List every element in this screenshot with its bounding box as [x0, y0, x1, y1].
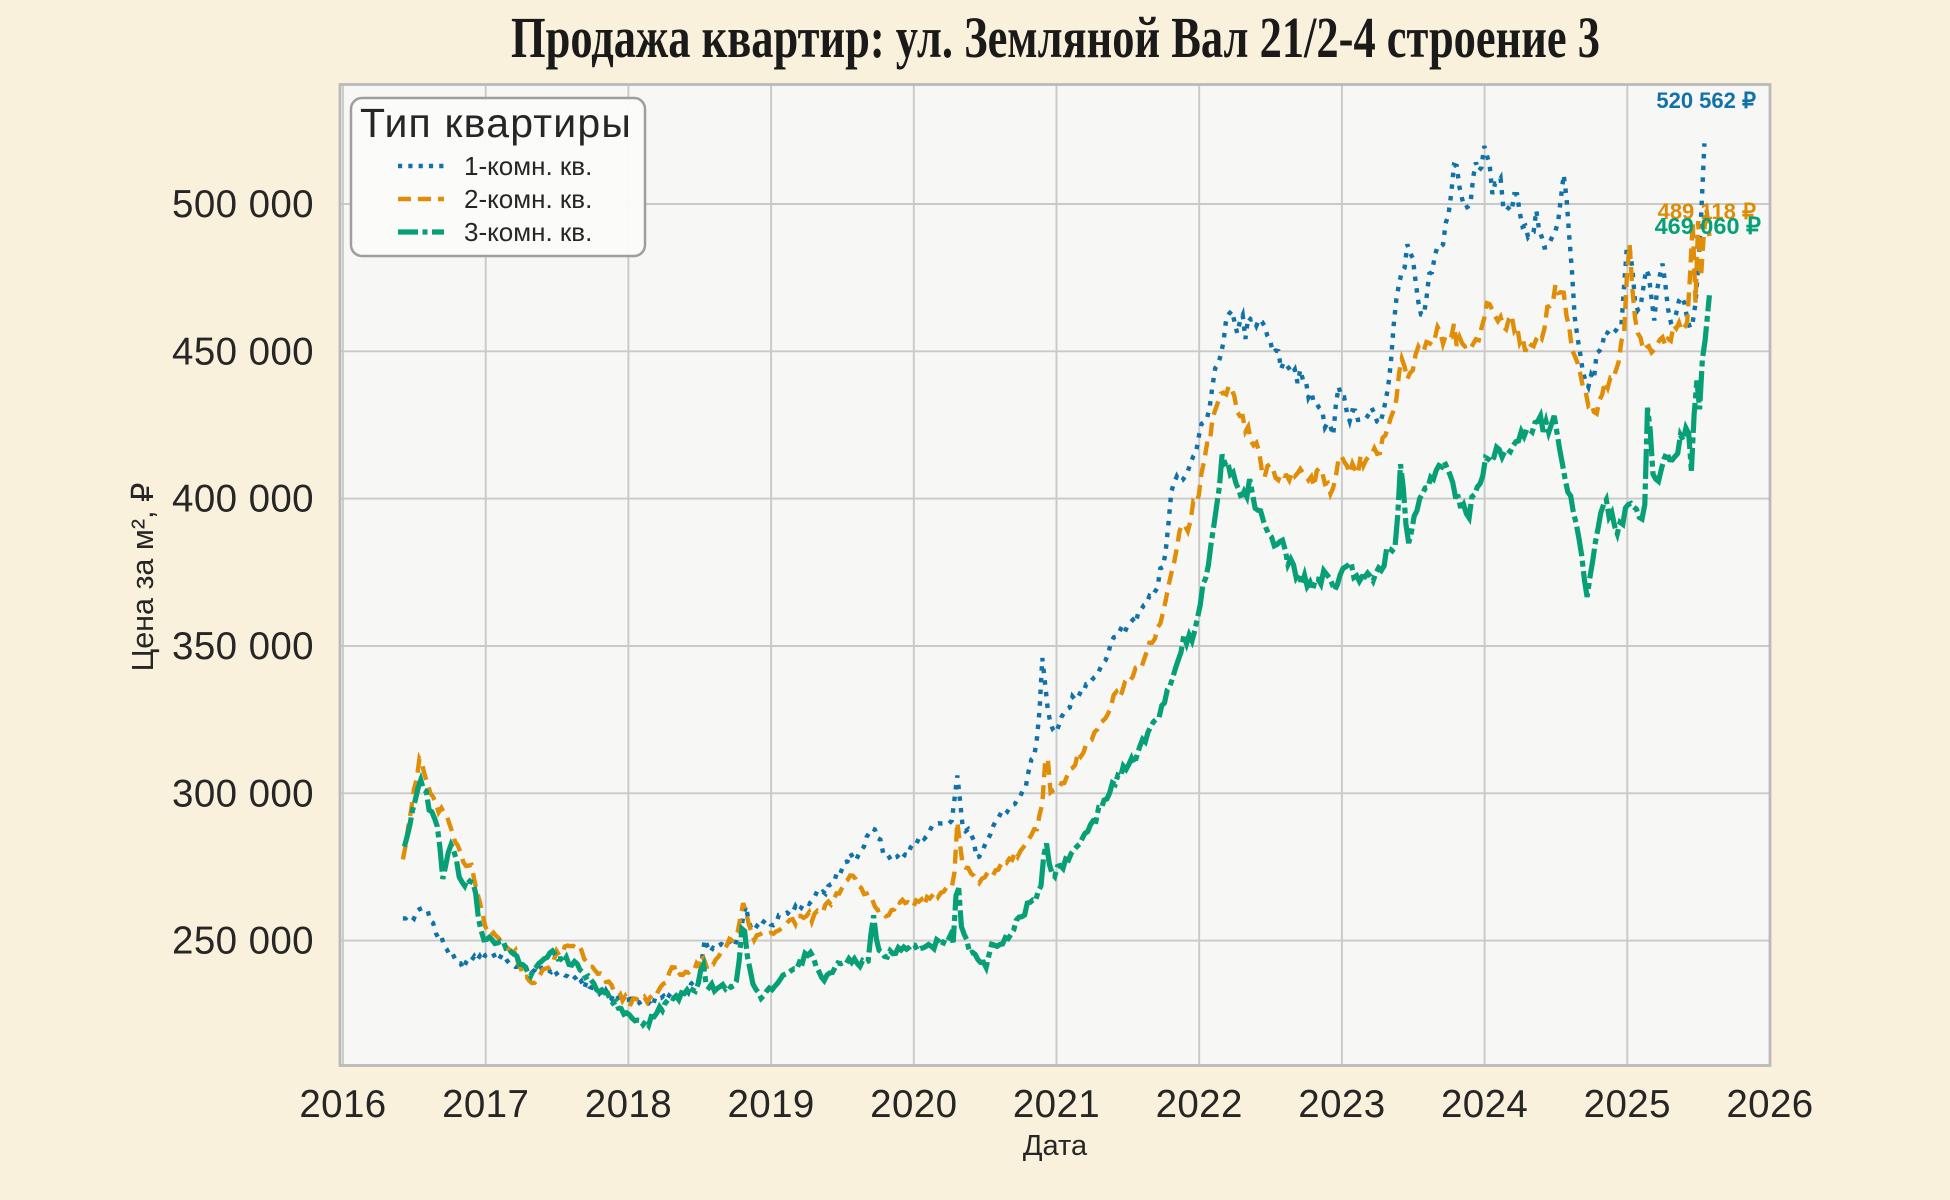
svg-text:2025: 2025: [1584, 1083, 1671, 1126]
svg-text:Продажа квартир: ул. Земляной: Продажа квартир: ул. Земляной Вал 21/2-4…: [511, 5, 1600, 70]
svg-text:500 000: 500 000: [172, 183, 314, 226]
svg-text:Цена за м², ₽: Цена за м², ₽: [126, 483, 160, 672]
svg-text:520 562 ₽: 520 562 ₽: [1656, 88, 1756, 113]
svg-text:2024: 2024: [1441, 1083, 1528, 1126]
svg-text:Тип квартиры: Тип квартиры: [360, 100, 632, 146]
svg-text:350 000: 350 000: [172, 625, 314, 668]
svg-text:489 118 ₽: 489 118 ₽: [1658, 199, 1756, 224]
svg-text:2021: 2021: [1013, 1083, 1100, 1126]
svg-text:400 000: 400 000: [172, 478, 314, 521]
svg-text:2016: 2016: [299, 1083, 386, 1126]
svg-text:250 000: 250 000: [172, 920, 314, 963]
svg-text:300 000: 300 000: [172, 772, 314, 815]
svg-text:469 060 ₽: 469 060 ₽: [1655, 213, 1761, 239]
svg-text:2026: 2026: [1726, 1083, 1813, 1126]
svg-text:2019: 2019: [727, 1083, 814, 1126]
svg-text:3-комн. кв.: 3-комн. кв.: [464, 217, 592, 247]
svg-text:Дата: Дата: [1023, 1130, 1088, 1162]
svg-text:450 000: 450 000: [172, 330, 314, 373]
svg-text:1-комн. кв.: 1-комн. кв.: [464, 151, 592, 181]
svg-text:2020: 2020: [870, 1083, 957, 1126]
svg-text:2022: 2022: [1156, 1083, 1243, 1126]
svg-text:2018: 2018: [585, 1083, 672, 1126]
svg-text:2023: 2023: [1298, 1083, 1385, 1126]
svg-text:2-комн. кв.: 2-комн. кв.: [464, 184, 592, 214]
svg-text:2017: 2017: [442, 1083, 529, 1126]
